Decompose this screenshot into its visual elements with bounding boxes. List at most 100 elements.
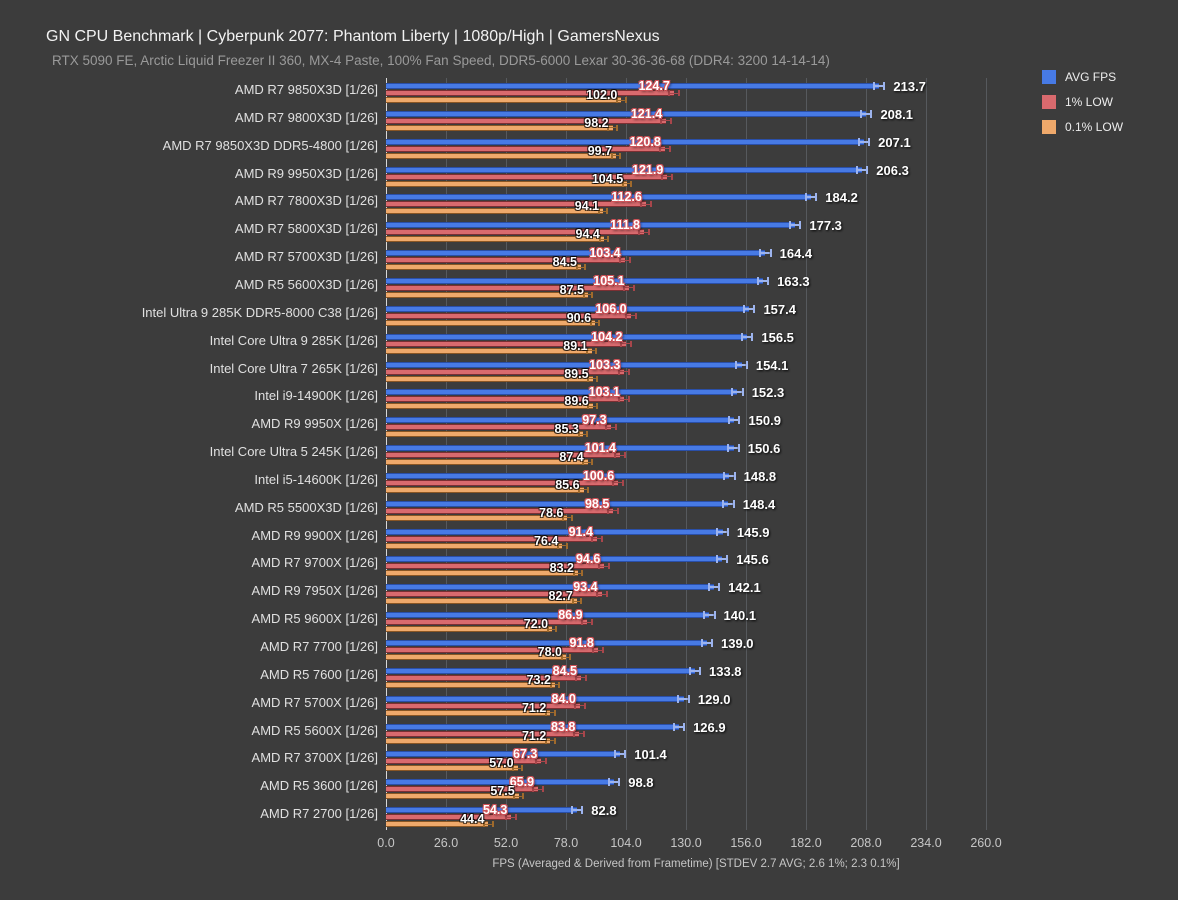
gridline xyxy=(926,78,927,830)
01pct-low-value: 90.6 xyxy=(566,310,592,325)
1pct-low-error-whisker xyxy=(535,758,548,765)
row-label: AMD R7 7700 [1/26] xyxy=(260,639,378,655)
1pct-low-error-whisker xyxy=(618,257,631,264)
avg-fps-value: 207.1 xyxy=(878,134,911,150)
avg-fps-error-whisker xyxy=(759,249,772,258)
x-tick-label: 130.0 xyxy=(670,836,702,850)
table-row: AMD R5 3600 [1/26] 98.8 65.9 57.5 xyxy=(0,774,1178,802)
chart-title: GN CPU Benchmark | Cyberpunk 2077: Phant… xyxy=(46,28,660,45)
avg-fps-value: 177.3 xyxy=(809,218,842,234)
avg-fps-value: 184.2 xyxy=(825,190,858,206)
legend-item-avg-fps: AVG FPS xyxy=(1042,70,1123,84)
avg-fps-bar xyxy=(386,528,723,535)
01pct-low-bar xyxy=(386,570,578,577)
1pct-low-bar xyxy=(386,340,627,347)
legend-label-avg: AVG FPS xyxy=(1065,70,1117,84)
avg-fps-bar xyxy=(386,333,748,340)
legend-swatch-1pct-icon xyxy=(1042,95,1056,109)
avg-fps-value: 133.8 xyxy=(709,663,742,679)
1pct-low-error-whisker xyxy=(575,674,587,681)
01pct-low-value: 84.5 xyxy=(552,255,577,270)
1pct-low-bar xyxy=(386,201,646,208)
avg-fps-value: 126.9 xyxy=(693,719,726,735)
1pct-low-bar xyxy=(386,730,580,737)
01pct-low-error-whisker xyxy=(483,821,494,828)
gridline xyxy=(986,78,987,830)
row-label: AMD R7 3700X [1/26] xyxy=(251,750,378,766)
table-row: AMD R7 5700X3D [1/26] 164.4 103.4 84.5 xyxy=(0,245,1178,273)
1pct-low-error-whisker xyxy=(604,424,617,431)
1pct-low-error-whisker xyxy=(573,730,586,737)
1pct-low-value: 103.3 xyxy=(589,357,621,372)
01pct-low-error-whisker xyxy=(587,375,598,382)
avg-fps-error-whisker xyxy=(688,666,701,675)
avg-fps-error-whisker xyxy=(703,611,716,620)
legend-item-01pct-low: 0.1% LOW xyxy=(1042,120,1123,134)
1pct-low-error-whisker xyxy=(639,201,652,208)
legend-label-01pct: 0.1% LOW xyxy=(1065,120,1124,134)
avg-fps-value: 139.0 xyxy=(721,636,754,652)
table-row: AMD R5 9600X [1/26] 140.1 86.9 72.0 xyxy=(0,607,1178,635)
1pct-low-bar xyxy=(386,619,587,626)
x-tick-label: 52.0 xyxy=(493,836,519,850)
01pct-low-value: 85.6 xyxy=(555,477,580,492)
1pct-low-value: 65.9 xyxy=(509,775,535,790)
01pct-low-value: 76.4 xyxy=(533,533,559,548)
avg-fps-bar xyxy=(386,166,863,173)
table-row: AMD R5 5600X [1/26] 126.9 83.8 71.2 xyxy=(0,719,1178,747)
table-row: AMD R7 9800X3D [1/26] 208.1 121.4 98.2 xyxy=(0,106,1178,134)
1pct-low-value: 121.9 xyxy=(632,162,664,177)
avg-fps-error-whisker xyxy=(804,193,818,202)
01pct-low-bar xyxy=(386,291,588,298)
1pct-low-bar xyxy=(386,591,602,598)
01pct-low-value: 87.5 xyxy=(559,282,584,297)
avg-fps-value: 150.6 xyxy=(747,441,781,457)
01pct-low-bar xyxy=(386,124,613,131)
avg-fps-error-whisker xyxy=(707,583,721,592)
avg-fps-value: 82.8 xyxy=(591,803,617,819)
1pct-low-error-whisker xyxy=(573,702,586,709)
01pct-low-error-whisker xyxy=(610,152,622,159)
01pct-low-bar xyxy=(386,737,551,744)
01pct-low-bar xyxy=(386,97,622,103)
avg-fps-value: 145.6 xyxy=(736,552,769,568)
1pct-low-value: 111.8 xyxy=(610,218,640,233)
avg-fps-bar xyxy=(386,500,729,507)
avg-fps-value: 208.1 xyxy=(880,106,913,122)
row-label: Intel i5-14600K [1/26] xyxy=(254,471,378,487)
legend: AVG FPS 1% LOW 0.1% LOW xyxy=(1042,70,1123,145)
avg-fps-bar xyxy=(386,277,763,284)
table-row: AMD R7 7800X3D [1/26] 184.2 112.6 94.1 xyxy=(0,189,1178,217)
01pct-low-error-whisker xyxy=(571,598,583,605)
01pct-low-bar xyxy=(386,626,553,633)
1pct-low-error-whisker xyxy=(624,312,637,319)
1pct-low-error-whisker xyxy=(532,786,545,793)
legend-swatch-avg-icon xyxy=(1042,70,1056,84)
avg-fps-error-whisker xyxy=(715,555,729,564)
avg-fps-bar xyxy=(386,361,742,368)
1pct-low-bar xyxy=(386,284,629,291)
01pct-low-value: 73.2 xyxy=(526,672,551,687)
avg-fps-value: 163.3 xyxy=(777,273,810,289)
1pct-low-value: 101.4 xyxy=(584,441,616,456)
01pct-low-value: 83.2 xyxy=(549,561,574,576)
1pct-low-value: 84.5 xyxy=(552,663,577,678)
avg-fps-error-whisker xyxy=(731,388,744,397)
01pct-low-bar xyxy=(386,765,518,772)
01pct-low-value: 94.4 xyxy=(575,227,600,242)
1pct-low-bar xyxy=(386,257,625,264)
row-label: AMD R5 7600 [1/26] xyxy=(260,666,378,682)
1pct-low-value: 94.6 xyxy=(575,552,601,567)
avg-fps-bar xyxy=(386,83,880,89)
1pct-low-value: 98.5 xyxy=(584,496,610,511)
1pct-low-error-whisker xyxy=(661,173,674,180)
row-label: AMD R7 9700X [1/26] xyxy=(251,555,378,571)
01pct-low-bar xyxy=(386,180,628,187)
1pct-low-value: 112.6 xyxy=(611,190,642,205)
x-tick-label: 182.0 xyxy=(790,836,822,850)
1pct-low-value: 100.6 xyxy=(582,468,615,483)
legend-item-1pct-low: 1% LOW xyxy=(1042,95,1123,109)
01pct-low-bar xyxy=(386,654,566,661)
1pct-low-error-whisker xyxy=(660,117,673,124)
